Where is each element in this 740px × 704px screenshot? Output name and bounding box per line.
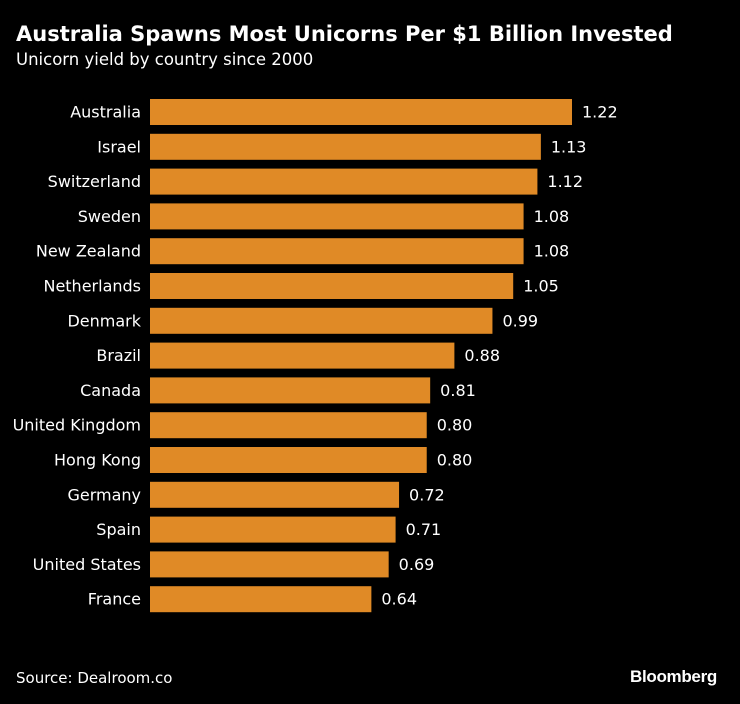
bar-united-kingdom — [150, 412, 427, 439]
bar-hong-kong — [150, 447, 427, 473]
bloomberg-logo: Bloomberg — [629, 667, 717, 686]
value-label-canada: 0.81 — [440, 381, 476, 400]
bar-israel — [150, 133, 541, 160]
bar-spain — [150, 516, 396, 543]
chart-subtitle: Unicorn yield by country since 2000 — [16, 50, 314, 69]
value-label-united-states: 0.69 — [399, 555, 435, 574]
bar-sweden — [150, 203, 524, 230]
category-label-brazil: Brazil — [96, 346, 141, 365]
bar-new-zealand — [150, 238, 524, 265]
value-label-netherlands: 1.05 — [523, 277, 559, 296]
value-label-germany: 0.72 — [409, 485, 445, 504]
bar-france — [150, 586, 372, 613]
category-label-denmark: Denmark — [67, 311, 141, 330]
category-label-hong-kong: Hong Kong — [54, 451, 141, 470]
bar-canada — [150, 377, 431, 404]
category-label-france: France — [88, 590, 141, 609]
category-label-spain: Spain — [96, 520, 141, 539]
category-label-canada: Canada — [80, 381, 141, 400]
bar-brazil — [150, 342, 455, 369]
bar-germany — [150, 481, 400, 508]
value-label-israel: 1.13 — [551, 137, 587, 156]
bar-denmark — [150, 307, 493, 334]
bar-united-states — [150, 551, 389, 578]
value-label-united-kingdom: 0.80 — [437, 416, 473, 435]
value-label-spain: 0.71 — [406, 520, 442, 539]
category-label-netherlands: Netherlands — [43, 277, 141, 296]
category-label-sweden: Sweden — [78, 207, 141, 226]
category-label-germany: Germany — [67, 485, 141, 504]
category-label-israel: Israel — [97, 137, 141, 156]
category-label-australia: Australia — [70, 103, 141, 122]
category-label-switzerland: Switzerland — [48, 172, 141, 191]
value-label-australia: 1.22 — [582, 103, 618, 122]
value-label-switzerland: 1.12 — [547, 172, 583, 191]
value-label-new-zealand: 1.08 — [534, 242, 570, 261]
value-label-brazil: 0.88 — [464, 346, 500, 365]
bar-switzerland — [150, 168, 538, 195]
chart-title: Australia Spawns Most Unicorns Per $1 Bi… — [16, 22, 673, 46]
source-note: Source: Dealroom.co — [16, 669, 173, 687]
bar-netherlands — [150, 273, 514, 299]
value-label-france: 0.64 — [381, 590, 417, 609]
value-label-sweden: 1.08 — [534, 207, 570, 226]
bar-australia — [150, 99, 572, 125]
category-label-united-states: United States — [33, 555, 141, 574]
value-label-hong-kong: 0.80 — [437, 451, 473, 470]
category-label-new-zealand: New Zealand — [36, 242, 141, 261]
category-label-united-kingdom: United Kingdom — [13, 416, 141, 435]
value-label-denmark: 0.99 — [502, 311, 538, 330]
